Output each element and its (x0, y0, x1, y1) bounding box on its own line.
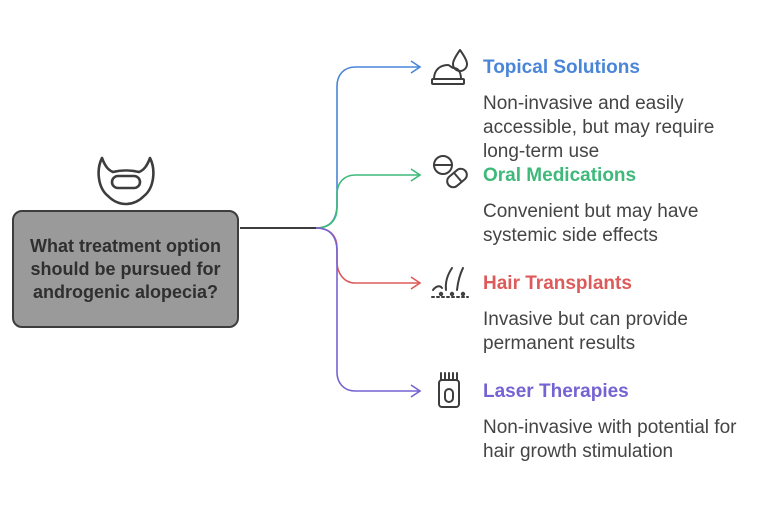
option-description-topical-solutions: Non-invasive and easily accessible, but … (483, 93, 715, 162)
arrowhead-hair-transplants (410, 276, 422, 290)
arrowhead-oral-medications (410, 168, 422, 182)
branch-laser-therapies (315, 227, 420, 392)
option-title-oral-medications: Oral Medications (483, 165, 637, 186)
option-description-laser-therapies: Non-invasive with potential for hair gro… (483, 417, 737, 462)
question-text: What treatment option should be pursued … (30, 235, 221, 302)
branch-hair-transplants (315, 227, 420, 284)
option-description-hair-transplants: Invasive but can provide permanent resul… (483, 309, 688, 354)
hair-follicle-icon (431, 267, 469, 298)
cream-drop-icon (431, 49, 468, 85)
option-title-topical-solutions: Topical Solutions (483, 57, 640, 78)
question-box: What treatment option should be pursued … (12, 210, 239, 328)
branch-oral-medications (315, 174, 420, 229)
laser-comb-icon (438, 372, 460, 408)
beard-icon (97, 156, 155, 206)
option-title-laser-therapies: Laser Therapies (483, 381, 629, 402)
option-description-oral-medications: Convenient but may have systemic side ef… (483, 201, 699, 246)
branch-topical-solutions (315, 66, 420, 229)
arrowhead-laser-therapies (410, 384, 422, 398)
option-title-hair-transplants: Hair Transplants (483, 273, 632, 294)
arrowhead-topical-solutions (410, 60, 422, 74)
pills-icon (433, 155, 468, 189)
